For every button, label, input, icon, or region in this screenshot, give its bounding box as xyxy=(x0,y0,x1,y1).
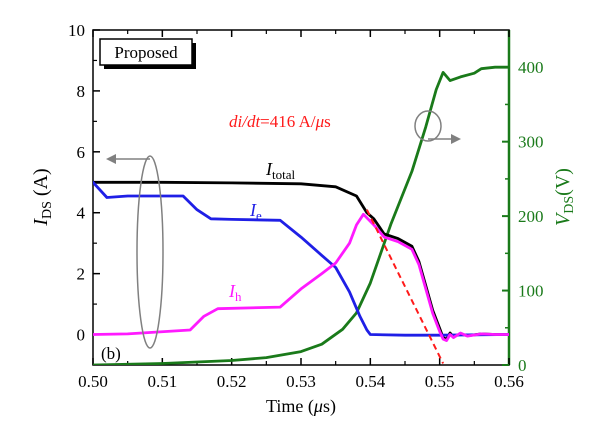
x-tick-label: 0.52 xyxy=(217,372,247,391)
left-y-tick-label: 2 xyxy=(77,265,86,284)
left-y-tick-label: 4 xyxy=(77,204,86,223)
x-axis-title: Time (μs) xyxy=(266,396,336,417)
x-axis-title-greek: μ xyxy=(313,396,323,416)
left-y-tick-label: 8 xyxy=(77,82,86,101)
slope-annotation-rest: =416 A/ xyxy=(260,112,316,131)
right-y-tick-label: 400 xyxy=(518,58,544,77)
x-tick-label: 0.55 xyxy=(425,372,455,391)
right-axis-ellipse xyxy=(414,110,442,142)
x-axis-title-prefix: Time ( xyxy=(266,396,314,417)
left-y-axis-title: IDS (A) xyxy=(30,168,55,226)
label-i-e-sub: e xyxy=(256,208,262,223)
x-tick-label: 0.50 xyxy=(78,372,108,391)
slope-annotation-tail: s xyxy=(324,112,331,131)
left-y-title-unit: (A) xyxy=(30,168,52,201)
x-tick-label: 0.54 xyxy=(355,372,385,391)
series-group xyxy=(93,65,509,365)
right-y-title-main: V xyxy=(552,211,574,226)
proposed-box xyxy=(99,38,193,66)
right-y-tick-label: 300 xyxy=(518,133,544,152)
left-y-title-sub: DS xyxy=(40,201,55,219)
series-line-electron xyxy=(93,180,509,337)
x-tick-label: 0.56 xyxy=(494,372,524,391)
plot-frame xyxy=(92,29,510,366)
x-axis-ticks: 0.50 0.51 0.52 0.53 0.54 0.55 0.56 xyxy=(78,30,524,391)
series-line-hole xyxy=(93,212,509,343)
x-tick-label: 0.53 xyxy=(286,372,316,391)
right-arrow-head xyxy=(451,134,461,144)
slope-annotation-italic: di/dt xyxy=(229,112,261,131)
label-i-total: Itotal xyxy=(265,159,295,182)
right-y-tick-label: 100 xyxy=(518,282,544,301)
label-i-e-main: I xyxy=(249,200,257,220)
label-i-total-main: I xyxy=(265,159,273,179)
proposed-label: Proposed xyxy=(114,43,178,62)
label-i-h: Ih xyxy=(228,281,242,304)
right-y-title-unit: (V) xyxy=(552,168,574,196)
right-y-title-sub: DS xyxy=(562,196,577,214)
left-y-tick-label: 0 xyxy=(77,326,86,345)
label-i-h-main: I xyxy=(228,281,236,301)
left-y-tick-label: 6 xyxy=(77,143,86,162)
left-axis-ellipse xyxy=(136,155,164,349)
left-y-tick-label: 10 xyxy=(68,21,85,40)
x-axis-title-suffix: s) xyxy=(323,396,336,417)
left-arrow-head xyxy=(106,154,116,164)
right-y-tick-label: 200 xyxy=(518,207,544,226)
label-i-h-sub: h xyxy=(235,289,242,304)
slope-line xyxy=(365,209,445,364)
panel-label: (b) xyxy=(101,344,121,363)
slope-annotation: di/dt=416 A/μs xyxy=(229,112,331,131)
label-i-total-sub: total xyxy=(272,167,295,182)
right-y-axis-ticks: 0 100 200 300 400 xyxy=(502,58,544,375)
left-y-title-main: I xyxy=(30,218,52,227)
slope-annotation-greek: μ xyxy=(315,112,325,131)
right-y-tick-label: 0 xyxy=(518,356,527,375)
series-line-voltage xyxy=(93,65,509,365)
x-tick-label: 0.51 xyxy=(147,372,177,391)
label-i-e: Ie xyxy=(249,200,262,223)
right-y-axis-title: VDS(V) xyxy=(552,168,577,226)
